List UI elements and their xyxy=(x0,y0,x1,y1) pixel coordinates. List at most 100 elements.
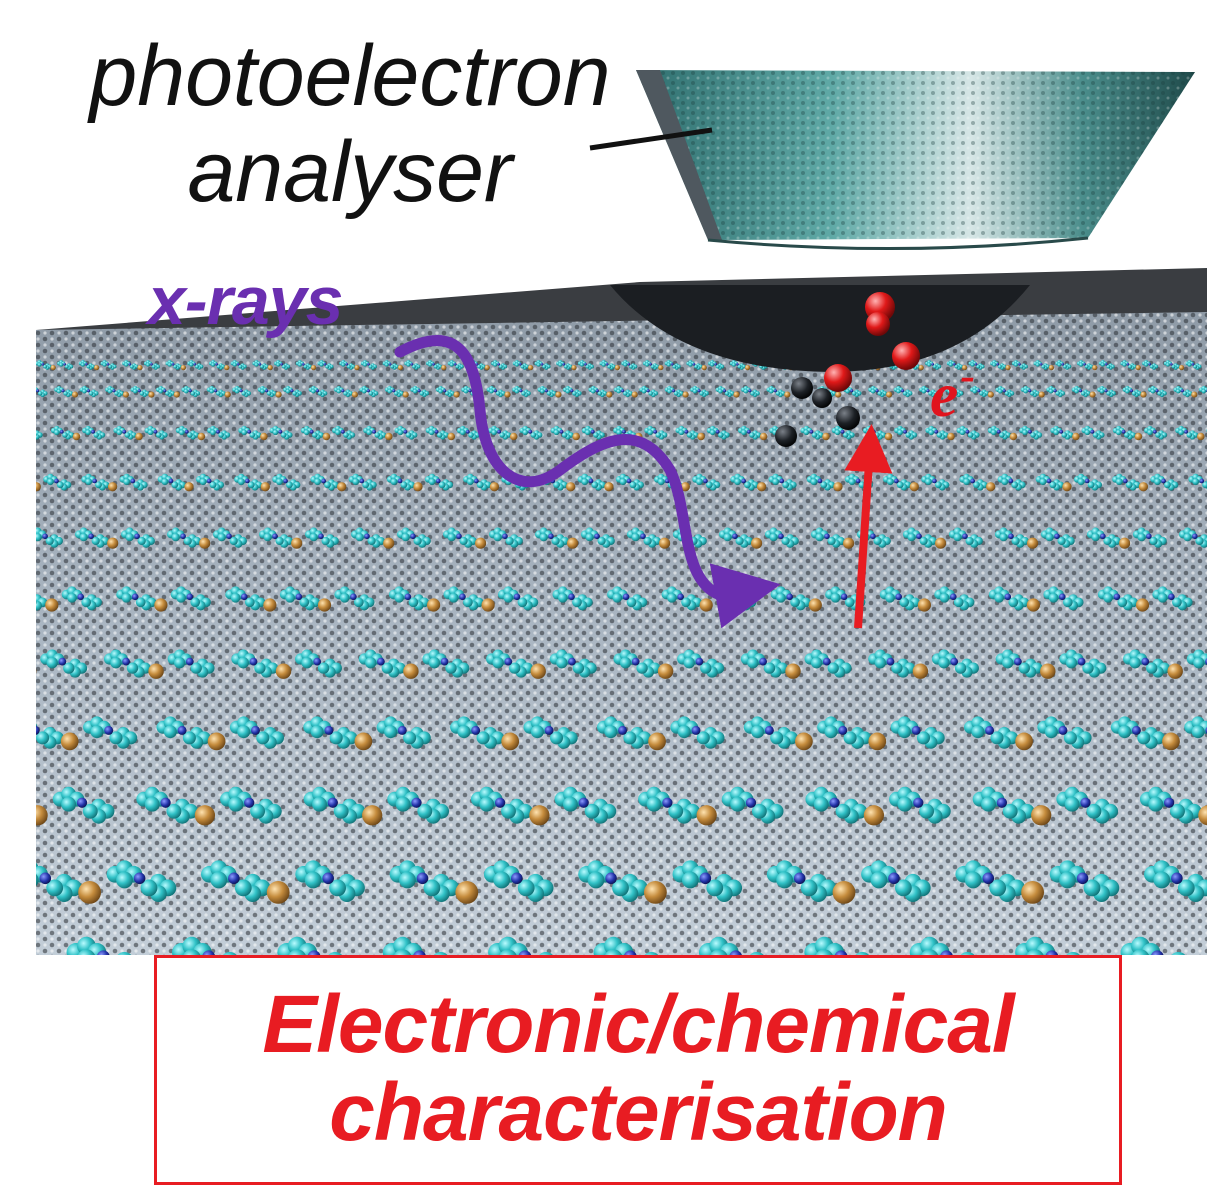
metal-atom xyxy=(455,881,478,904)
carbon-atom xyxy=(15,390,20,395)
nitrogen-atom xyxy=(545,726,554,735)
carbon-atom xyxy=(20,958,39,977)
carbon-atom xyxy=(580,363,584,367)
carbon-atom xyxy=(122,593,132,603)
carbon-atom xyxy=(12,866,29,883)
carbon-atom xyxy=(285,593,295,603)
nitrogen-atom xyxy=(786,593,793,600)
metal-atom xyxy=(260,433,268,441)
carbon-atom xyxy=(588,872,605,889)
carbon-atom xyxy=(992,363,996,367)
nitrogen-atom xyxy=(321,479,326,484)
carbon-atom xyxy=(1049,593,1059,603)
nitrogen-atom xyxy=(698,389,701,392)
metal-atom xyxy=(454,392,460,398)
carbon-atom xyxy=(887,478,894,485)
metal-atom xyxy=(529,805,549,825)
nitrogen-atom xyxy=(172,363,175,366)
carbon-atom xyxy=(6,386,11,391)
nitrogen-atom xyxy=(367,363,370,366)
nitrogen-atom xyxy=(104,726,113,735)
carbon-atom xyxy=(298,363,302,367)
nitrogen-atom xyxy=(469,389,472,392)
nitrogen-atom xyxy=(398,726,407,735)
carbon-atom xyxy=(1192,725,1205,738)
carbon-atom xyxy=(1176,389,1181,394)
carbon-atom xyxy=(312,797,327,812)
carbon-atom xyxy=(179,430,185,436)
carbon-atom xyxy=(871,389,876,394)
carbon-atom xyxy=(515,389,520,394)
carbon-atom xyxy=(172,533,180,541)
carbon-atom xyxy=(1169,952,1188,971)
nitrogen-atom xyxy=(443,389,446,392)
nitrogen-atom xyxy=(850,389,853,392)
carbon-atom xyxy=(406,363,410,367)
nitrogen-atom xyxy=(0,950,4,963)
nitrogen-atom xyxy=(732,533,738,539)
carbon-atom xyxy=(732,363,736,367)
nitrogen-atom xyxy=(1079,389,1082,392)
nitrogen-atom xyxy=(169,479,174,484)
nitrogen-atom xyxy=(794,873,806,885)
nitrogen-atom xyxy=(398,479,403,484)
carbon-atom xyxy=(0,432,5,438)
nitrogen-atom xyxy=(671,363,674,366)
carbon-atom xyxy=(1000,533,1008,541)
nitrogen-atom xyxy=(244,798,254,808)
nitrogen-atom xyxy=(122,430,126,434)
carbon-atom xyxy=(776,872,793,889)
carbon-atom xyxy=(1014,363,1018,367)
carbon-atom xyxy=(1053,430,1059,436)
nitrogen-atom xyxy=(474,479,479,484)
nitrogen-atom xyxy=(77,593,84,600)
carbon-atom xyxy=(1123,363,1127,367)
metal-atom xyxy=(1119,538,1130,549)
carbon-atom xyxy=(110,657,121,668)
carbon-atom xyxy=(23,479,30,486)
nitrogen-atom xyxy=(606,363,609,366)
metal-atom xyxy=(123,392,129,398)
nitrogen-atom xyxy=(700,873,712,885)
nitrogen-atom xyxy=(1164,798,1174,808)
nitrogen-atom xyxy=(977,389,980,392)
carbon-atom xyxy=(85,430,91,436)
carbon-atom xyxy=(1154,478,1161,485)
metal-atom xyxy=(427,598,440,611)
metal-atom xyxy=(868,733,886,751)
carbon-atom xyxy=(744,389,749,394)
nitrogen-atom xyxy=(562,363,565,366)
carbon-atom xyxy=(531,725,544,738)
nitrogen-atom xyxy=(774,389,777,392)
nitrogen-atom xyxy=(88,533,94,539)
nitrogen-atom xyxy=(591,430,595,434)
metal-atom xyxy=(311,365,316,370)
carbon-atom xyxy=(47,657,58,668)
nitrogen-atom xyxy=(872,430,876,434)
nitrogen-atom xyxy=(85,363,88,366)
carbon-atom xyxy=(1166,363,1170,367)
nitrogen-atom xyxy=(456,533,462,539)
nitrogen-atom xyxy=(1028,389,1031,392)
carbon-atom xyxy=(10,965,29,984)
metal-atom xyxy=(555,392,561,398)
carbon-atom xyxy=(467,478,474,485)
metal-atom xyxy=(73,433,81,441)
carbon-atom xyxy=(2,366,6,370)
nitrogen-atom xyxy=(316,389,319,392)
nitrogen-atom xyxy=(237,363,240,366)
nitrogen-atom xyxy=(913,798,923,808)
nitrogen-atom xyxy=(997,430,1001,434)
carbon-atom xyxy=(362,389,367,394)
metal-atom xyxy=(885,433,893,441)
nitrogen-atom xyxy=(471,726,480,735)
nitrogen-atom xyxy=(77,798,87,808)
metal-atom xyxy=(659,538,670,549)
nitrogen-atom xyxy=(759,658,767,666)
metal-atom xyxy=(263,598,276,611)
nitrogen-atom xyxy=(568,593,575,600)
nitrogen-atom xyxy=(1040,363,1043,366)
carbon-atom xyxy=(734,478,741,485)
carbon-atom xyxy=(24,366,28,370)
nitrogen-atom xyxy=(594,533,600,539)
